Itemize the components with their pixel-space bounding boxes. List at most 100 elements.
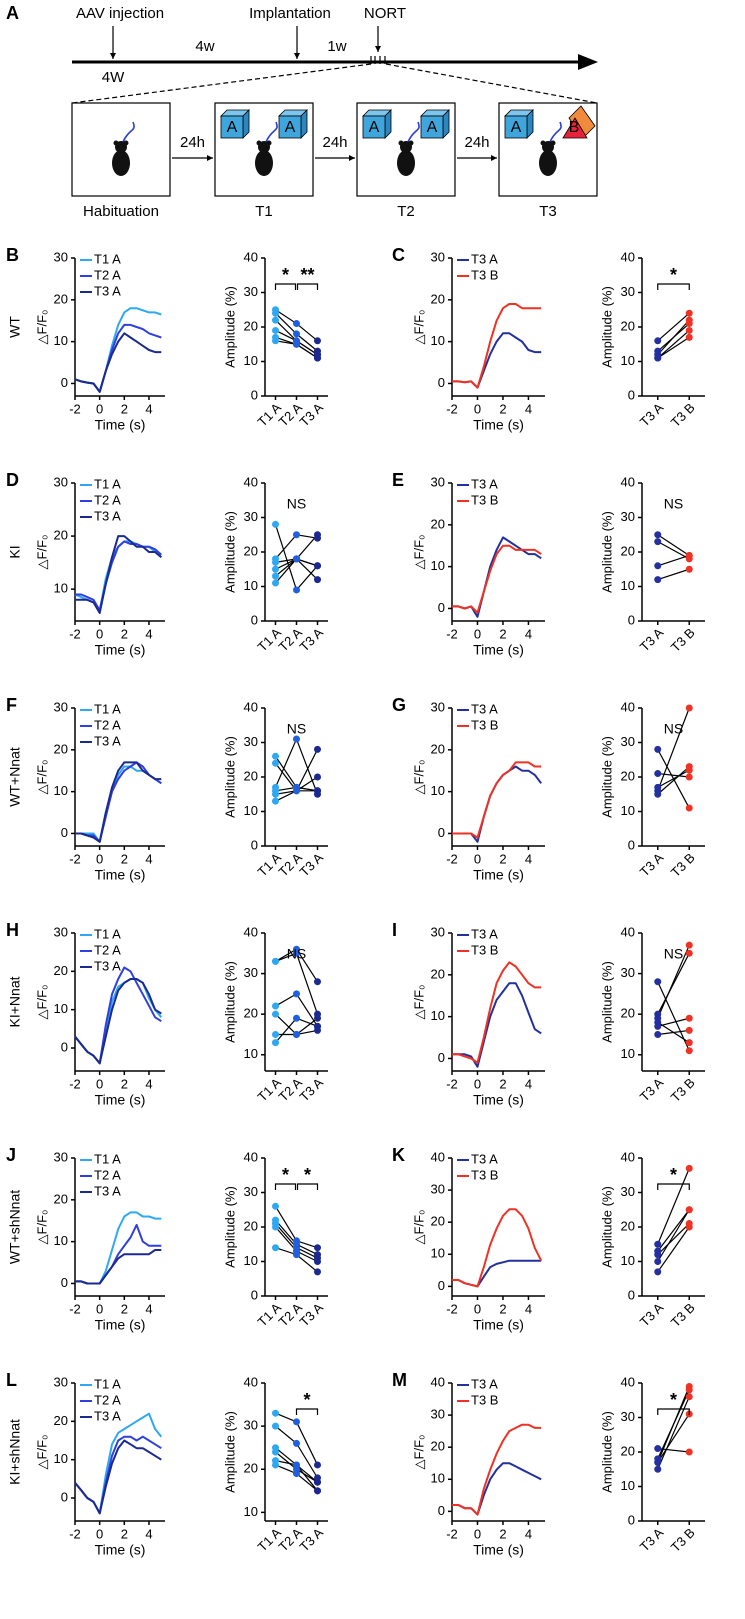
y-tick-label: 10: [244, 803, 258, 818]
subject-dot: [654, 978, 662, 986]
subject-dot: [272, 1010, 279, 1018]
significance-label: NS: [664, 496, 683, 512]
legend-label: T3 A: [94, 733, 121, 748]
y-tick-label: 30: [54, 1149, 68, 1164]
x-tick-label: 2: [499, 1301, 506, 1316]
y-tick-label: 20: [244, 1461, 258, 1476]
row-label: WT: [7, 316, 23, 338]
significance-label: *: [670, 1165, 677, 1185]
x-tick-label: -2: [69, 401, 81, 416]
y-axis-label: Amplitude (%): [222, 511, 237, 593]
y-axis-label: Amplitude (%): [599, 961, 614, 1043]
y-axis-label: Amplitude (%): [222, 736, 237, 818]
y-tick-label: 10: [54, 333, 68, 348]
x-tick-label: T3 A: [637, 1525, 667, 1555]
significance-bracket: [657, 1183, 690, 1190]
y-tick-label: 0: [438, 600, 445, 615]
subject-dot: [654, 354, 662, 362]
stage-box: [356, 102, 456, 197]
subject-dot: [685, 773, 693, 781]
x-tick-label: -2: [446, 1526, 458, 1541]
trace-line: [452, 544, 542, 614]
legend-label: T2 A: [94, 717, 121, 732]
y-tick-label: 0: [628, 837, 635, 852]
trace-line: [452, 303, 542, 389]
panel-letter: H: [6, 920, 19, 940]
x-tick-label: 0: [474, 1526, 481, 1541]
subject-dot: [654, 1258, 662, 1265]
y-tick-label: 10: [621, 1478, 635, 1493]
panel-letter: J: [6, 1145, 16, 1165]
y-tick-label: 20: [54, 1191, 68, 1206]
y-tick-label: 10: [621, 578, 635, 593]
significance-label: *: [304, 1165, 311, 1185]
subject-dot: [272, 337, 279, 345]
subject-dot: [293, 1251, 300, 1259]
y-tick-label: 30: [621, 1409, 635, 1424]
mouse-tail: [122, 121, 135, 143]
x-tick-label: T3 B: [668, 1075, 698, 1105]
x-tick-label: -2: [446, 851, 458, 866]
subject-dot: [685, 1164, 693, 1172]
subject-dot: [272, 316, 279, 324]
subject-dot: [293, 1439, 300, 1447]
subject-dot: [272, 1422, 279, 1430]
subject-dot: [272, 1461, 279, 1469]
mouse-ear: [113, 140, 119, 146]
cube-front: [220, 115, 244, 139]
x-tick-label: T3 A: [637, 1075, 667, 1105]
legend-label: T2 A: [94, 492, 121, 507]
interval-label: 24h: [322, 134, 347, 151]
legend-label: T1 A: [94, 1151, 121, 1166]
y-tick-label: 20: [54, 1413, 68, 1428]
y-tick-label: 40: [244, 1374, 258, 1389]
trace-line: [452, 961, 542, 1064]
y-tick-label: 10: [244, 1253, 258, 1268]
subject-line: [657, 953, 690, 1015]
mouse-ear: [398, 140, 404, 146]
x-axis-label: Time (s): [95, 867, 146, 883]
y-tick-label: 30: [431, 924, 445, 939]
x-axis-label: Time (s): [95, 1317, 146, 1333]
legend-label: T1 A: [94, 251, 121, 266]
subject-dot: [272, 520, 279, 528]
mouse-ear: [550, 140, 556, 146]
arrowhead: [375, 46, 381, 52]
y-axis-label: Amplitude (%): [599, 1186, 614, 1268]
object-label: A: [511, 119, 522, 136]
subject-line: [657, 1413, 690, 1463]
object-label: A: [227, 119, 238, 136]
legend-label: T2 A: [94, 1392, 121, 1407]
stage-caption: T2: [397, 203, 415, 220]
panel-letter: K: [392, 1145, 405, 1165]
y-axis-label: △F/F₀: [411, 1435, 426, 1470]
x-tick-label: 4: [145, 851, 152, 866]
subject-dot: [272, 1039, 279, 1047]
x-tick-label: 2: [499, 1526, 506, 1541]
y-tick-label: 30: [621, 1184, 635, 1199]
y-tick-label: 40: [244, 474, 258, 489]
legend-label: T3 B: [471, 1167, 498, 1182]
y-tick-label: 40: [431, 1374, 445, 1389]
trace-line: [75, 761, 162, 843]
subject-dot: [293, 320, 300, 328]
row-label: KI+shNnat: [7, 1419, 23, 1485]
x-tick-label: T3 A: [297, 400, 327, 430]
subject-line: [657, 1209, 690, 1262]
legend-label: T3 B: [471, 267, 498, 282]
y-tick-label: 0: [438, 375, 445, 390]
y-axis-label: △F/F₀: [34, 310, 49, 345]
object-label: A: [369, 119, 380, 136]
subject-dot: [654, 1240, 662, 1248]
mouse-body: [255, 150, 273, 176]
y-tick-label: 20: [431, 516, 445, 531]
x-tick-label: T3 B: [668, 1300, 698, 1330]
x-tick-label: 0: [96, 626, 103, 641]
panel-letter: L: [6, 1370, 17, 1390]
subject-dot: [685, 1448, 693, 1456]
subject-dot: [654, 562, 662, 570]
subject-dot: [654, 337, 662, 345]
legend-label: T3 B: [471, 492, 498, 507]
y-tick-label: 0: [251, 1287, 258, 1302]
trace-line: [452, 761, 542, 839]
